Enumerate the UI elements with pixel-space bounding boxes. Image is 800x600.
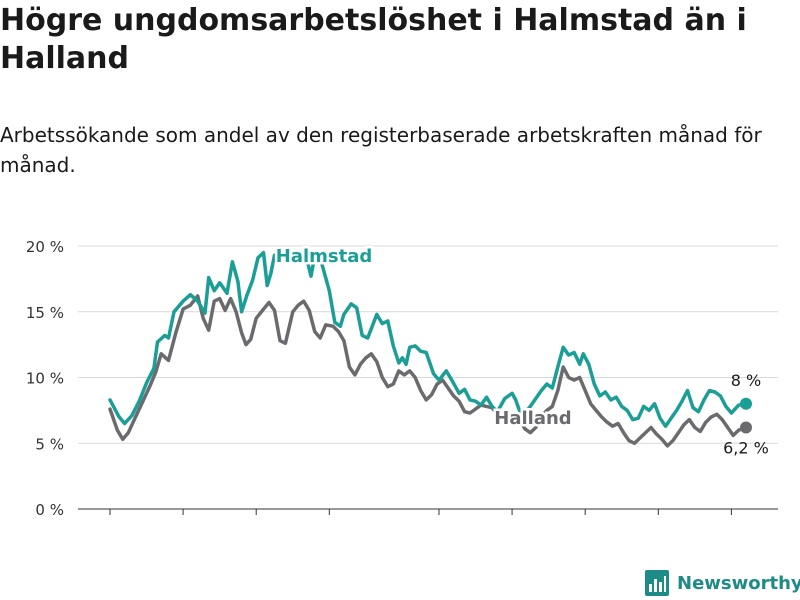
series-name-label-halmstad: Halmstad	[276, 246, 373, 267]
end-point-halland	[740, 421, 752, 434]
y-tick-label: 10 %	[26, 370, 64, 388]
chart-title: Högre ungdomsarbetslöshet i Halmstad än …	[0, 3, 747, 76]
series-name-label-halland: Halland	[494, 408, 571, 429]
x-tick-label: 2017	[420, 522, 458, 525]
end-value-label: 8 %	[731, 371, 761, 390]
x-tick-label: 2019	[493, 522, 531, 525]
end-value-label: 6,2 %	[723, 438, 769, 457]
y-tick-label: 20 %	[26, 238, 64, 256]
x-tick-label: 2010	[164, 522, 202, 525]
series-line-halland	[108, 294, 748, 448]
end-point-halmstad	[740, 397, 752, 410]
series-line-halmstad	[108, 250, 748, 428]
x-tick-label: 2012	[237, 522, 275, 525]
y-tick-label: 5 %	[35, 435, 64, 453]
newsworthy-brand: Newsworthy	[645, 567, 800, 599]
x-tick-label: 2023	[639, 522, 677, 525]
newsworthy-logo-icon	[645, 570, 669, 596]
x-tick-label: 2025	[712, 522, 750, 525]
y-tick-label: 0 %	[35, 501, 64, 519]
brand-name: Newsworthy	[677, 572, 800, 594]
chart-subtitle: Arbetssökande som andel av den registerb…	[0, 123, 762, 177]
x-tick-label: 2014	[310, 522, 348, 525]
line-chart: 0 % 5 % 10 % 15 % 20 % 2008 2010 2012 2014 2017 20…	[26, 238, 778, 525]
x-tick-label: 2008	[91, 522, 129, 525]
y-tick-label: 15 %	[26, 304, 64, 322]
x-tick-label: 2021	[566, 522, 604, 525]
